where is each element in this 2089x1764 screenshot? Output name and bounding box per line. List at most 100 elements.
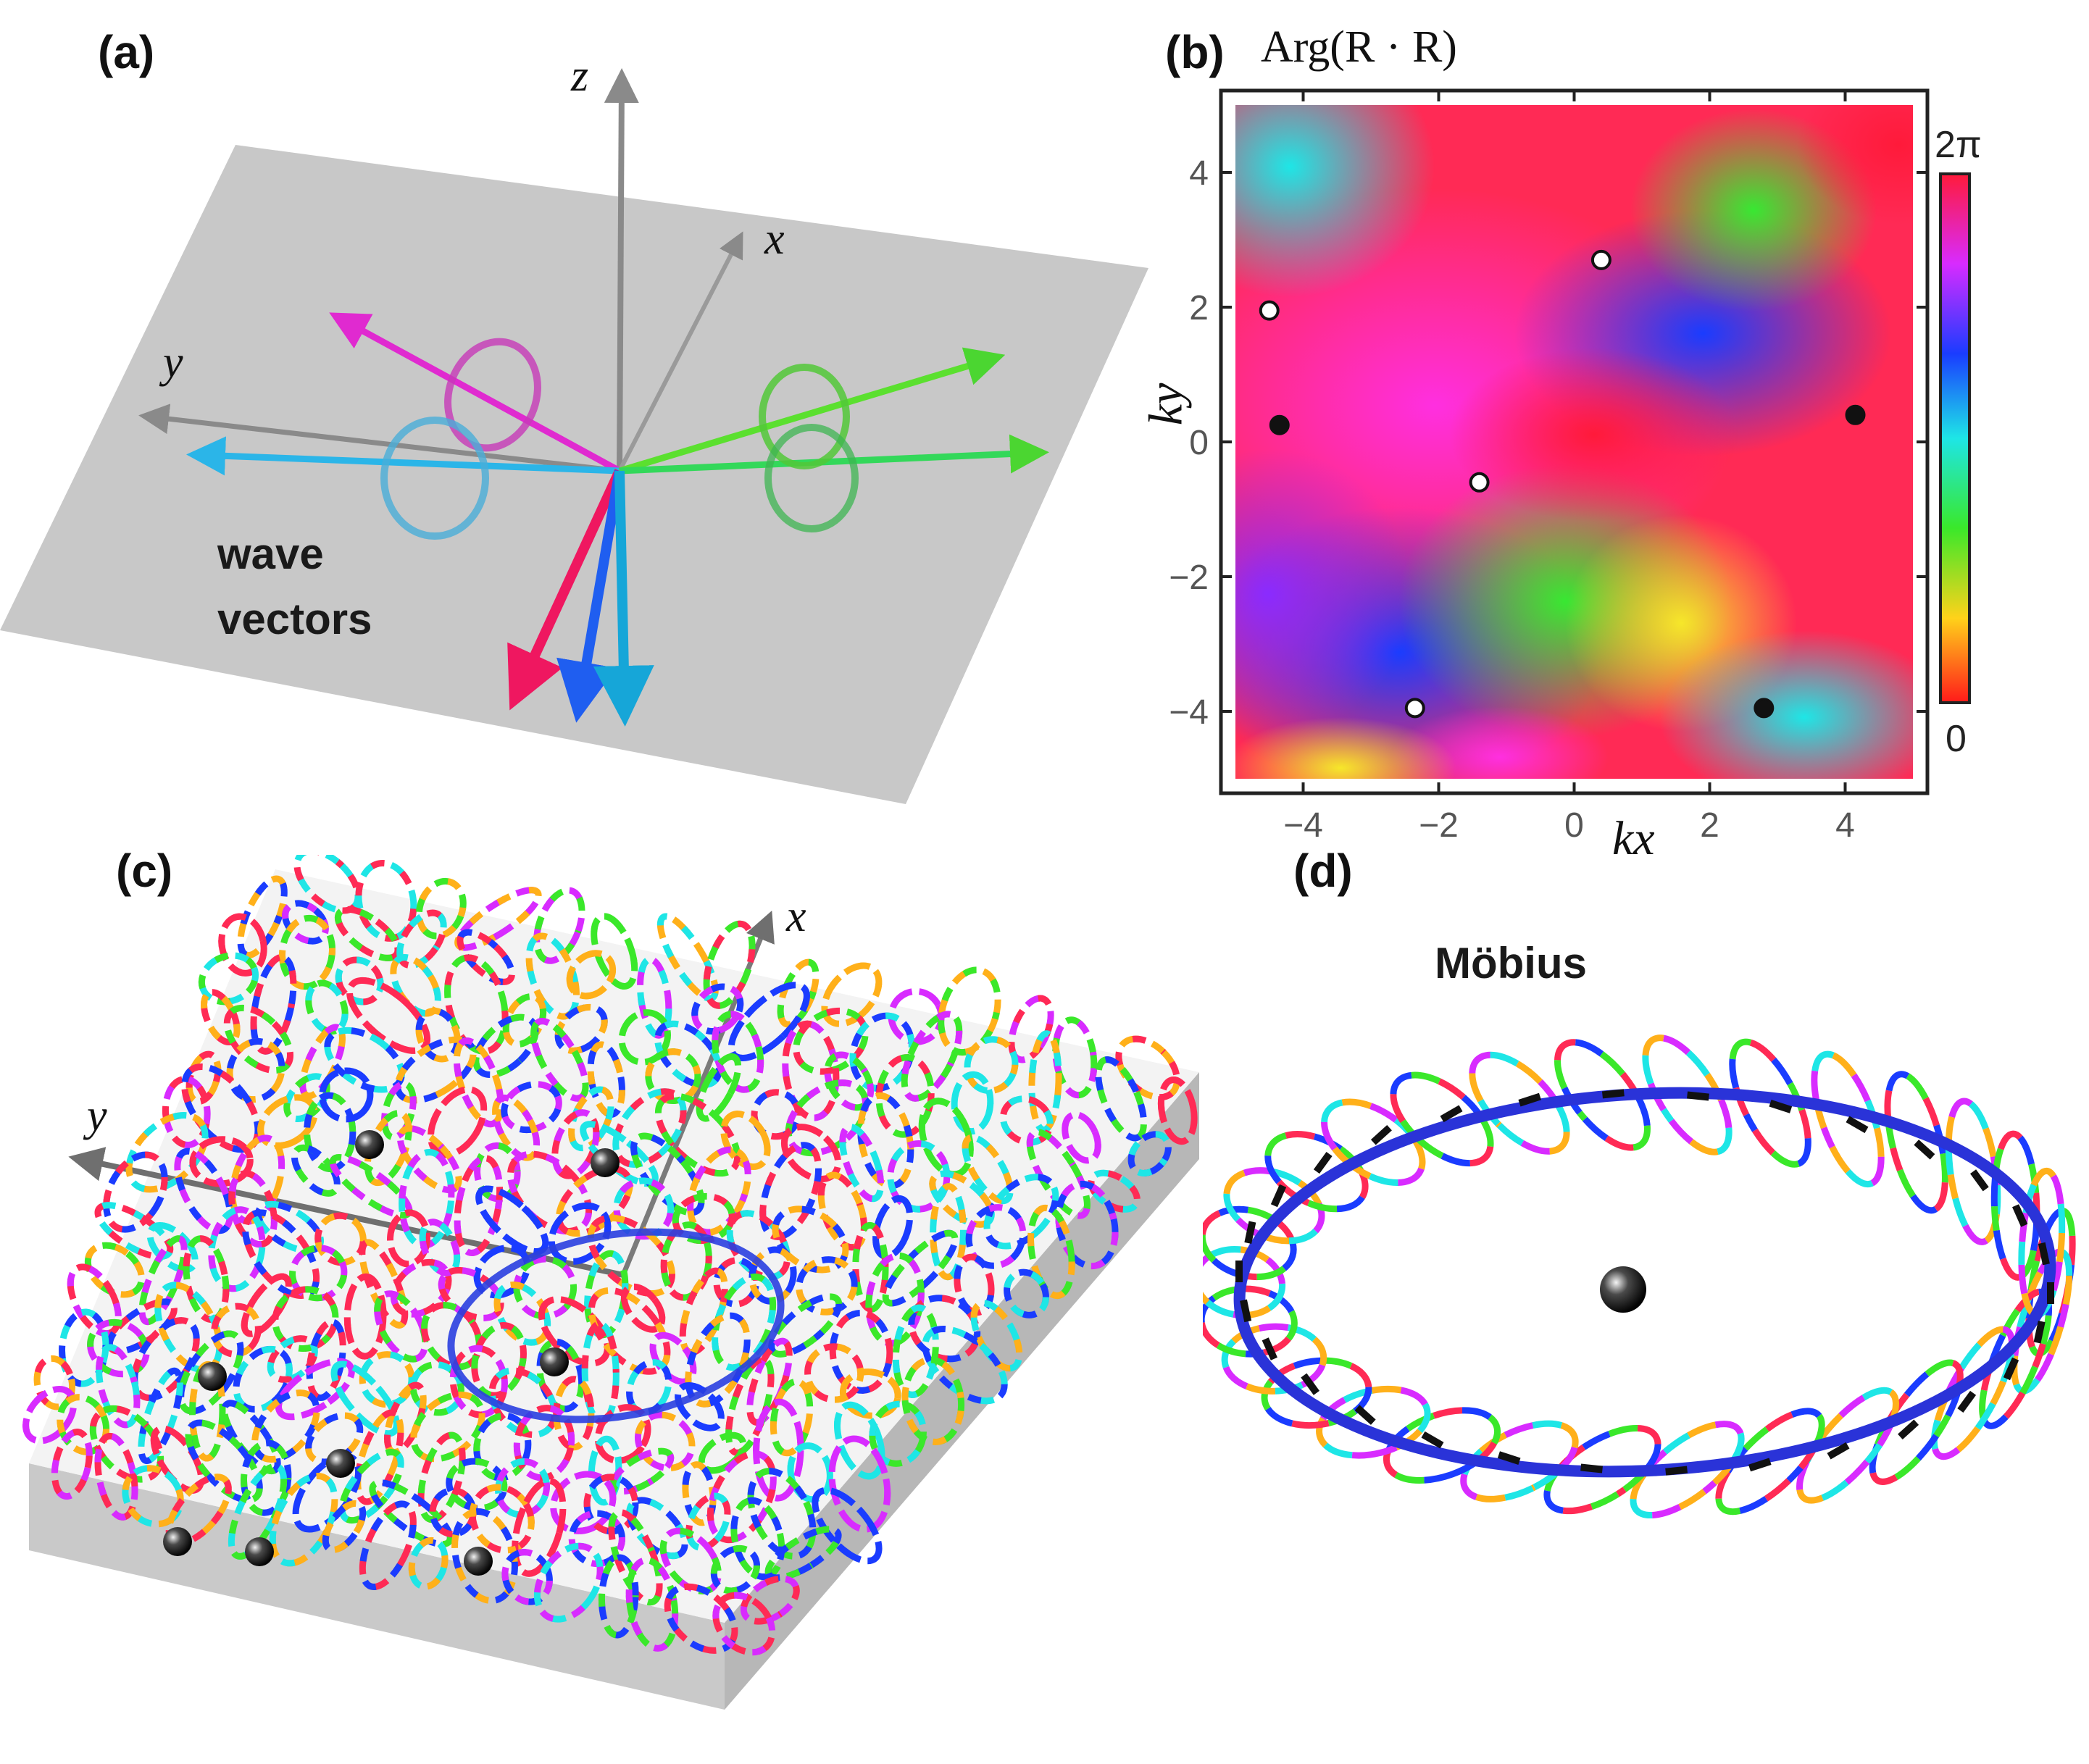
polarization-ellipse-segment <box>530 1018 589 1102</box>
polarization-ellipse-segment <box>374 1290 429 1363</box>
caption-wave: wave <box>217 530 324 578</box>
colorbar-top-label: 2π <box>1935 124 1982 166</box>
polarization-ellipse-segment <box>428 1086 488 1158</box>
mobius-ring-segment <box>1261 1357 1372 1429</box>
polarization-ellipse-segment <box>513 1405 575 1481</box>
polarization-ellipse-segment <box>930 1183 967 1281</box>
polarization-circle-cyan <box>380 417 489 540</box>
polarization-ellipse-segment <box>785 1079 870 1157</box>
polarization-ellipse-segment <box>588 1287 671 1375</box>
mobius-ring-segment <box>1469 1051 1570 1155</box>
polarization-ellipse <box>685 1492 731 1551</box>
polarization-ellipse-segment <box>473 1412 532 1481</box>
polarization-ellipse-segment <box>703 920 756 1009</box>
mobius-ring-segment <box>1390 1071 1494 1167</box>
polarization-ellipse-segment <box>446 1458 508 1512</box>
polarization-ellipse-segment <box>659 1527 722 1594</box>
mobius-arrow <box>1270 1184 1287 1208</box>
polarization-ellipse-segment <box>240 1439 292 1516</box>
y-tick-label: 4 <box>1189 154 1209 193</box>
mobius-arrow <box>1440 1105 1463 1123</box>
polarization-ellipse-segment <box>712 1273 777 1371</box>
polarization-ellipse <box>691 983 744 1035</box>
polarization-ellipse-segment <box>293 848 362 914</box>
polarization-ellipse-segment <box>89 1405 164 1483</box>
polarization-circle-green-2 <box>764 424 859 532</box>
polarization-ellipse <box>938 966 1001 1056</box>
polarization-ellipse-segment <box>343 1273 387 1360</box>
polarization-ellipse <box>1004 1268 1049 1318</box>
polarization-ellipse <box>954 1253 995 1316</box>
polarization-ellipse-segment <box>839 1124 885 1203</box>
polarization-ellipse-segment <box>587 1214 675 1297</box>
mobius-arrow <box>1262 1337 1277 1360</box>
x-axis-label: x <box>764 214 785 264</box>
z-axis-label: z <box>571 51 589 101</box>
polarization-ellipse-segment <box>272 1286 339 1353</box>
polarization-ellipse-segment <box>875 1054 935 1138</box>
polarization-ellipse-segment <box>551 1109 600 1179</box>
polarization-ellipse-segment <box>654 1020 722 1089</box>
mobius-arrow <box>1244 1221 1256 1244</box>
panel-d-title: Möbius <box>1435 939 1587 987</box>
mobius-arrow <box>1580 1463 1603 1474</box>
mobius-ring-segment <box>1383 1407 1501 1484</box>
polarization-ellipse-segment <box>254 1200 325 1254</box>
polarization-ellipse-segment <box>513 1255 578 1320</box>
polarization-ellipse-segment <box>970 1300 1023 1372</box>
polarization-ellipse-segment <box>410 1391 485 1463</box>
polarization-ellipse <box>554 1003 608 1054</box>
wave-vector-cyan <box>186 436 620 476</box>
mobius-ring-segment <box>1642 1034 1733 1155</box>
polarization-ellipse-segment <box>57 1394 110 1455</box>
polarization-ellipse-segment <box>833 1401 885 1480</box>
polarization-ellipse-segment <box>839 1368 901 1419</box>
polarization-ellipse <box>283 1073 330 1123</box>
mobius-ring-segment <box>1715 1408 1825 1516</box>
polarization-ellipse-segment <box>634 1411 696 1472</box>
polarization-ellipse <box>608 1509 663 1606</box>
polarization-ellipse-segment <box>417 1431 466 1523</box>
mobius-arrow <box>1846 1116 1869 1134</box>
mobius-ring-segment <box>1869 1359 1964 1485</box>
polarization-ellipse-segment <box>1055 1180 1119 1270</box>
singularity-balls <box>163 1130 620 1576</box>
mobius-arrow <box>1313 1151 1333 1174</box>
singularity-ball <box>464 1547 493 1576</box>
c-line-loop <box>447 1228 785 1424</box>
mobius-ring-segment <box>1261 1357 1372 1429</box>
polarization-ellipse <box>901 1011 963 1102</box>
panel-a-label: (a) <box>98 26 155 78</box>
mobius-ring-segment <box>1383 1407 1501 1484</box>
polarization-ellipse <box>749 1246 797 1305</box>
panel-c-label: (c) <box>116 845 173 897</box>
polarization-ellipse-segment <box>289 1245 348 1302</box>
polarization-ellipse-segment <box>796 1256 858 1316</box>
polarization-ellipse-segment <box>299 1024 346 1100</box>
panel-b: (b) Arg(R · R) <box>1139 0 2089 869</box>
polarization-ellipse-segment <box>185 1419 263 1504</box>
mobius-arrow <box>1914 1140 1935 1160</box>
polarization-ellipse-segment <box>122 1465 184 1528</box>
polarization-ellipse-segment <box>174 1148 233 1234</box>
mobius-arrow <box>2038 1242 2050 1266</box>
mobius-ring-segment <box>1221 1323 1327 1395</box>
polarization-ellipse <box>374 1290 429 1363</box>
wave-vector-blue <box>556 469 625 723</box>
mobius-arrow <box>1898 1419 1919 1440</box>
c-line-ring <box>1233 1087 2056 1478</box>
polarization-ellipse <box>473 1412 532 1481</box>
polarization-ellipse-segment <box>421 1302 483 1371</box>
wave-vector-teal <box>593 470 654 727</box>
polarization-ellipse-segment <box>250 953 297 1055</box>
polarization-ellipse-segment <box>821 962 883 1027</box>
polarization-ellipse-segment <box>929 1170 995 1228</box>
polarization-ellipse-segment <box>330 1360 400 1437</box>
polarization-ellipse <box>869 1400 927 1467</box>
singularity-markers <box>1259 249 1866 719</box>
polarization-ellipse-segment <box>269 1472 338 1567</box>
polarization-ellipse-segment <box>106 1298 178 1355</box>
open-singularity-marker <box>1404 698 1425 719</box>
mobius-ring-segment <box>1316 1385 1431 1459</box>
polarization-ellipse <box>33 1355 76 1410</box>
